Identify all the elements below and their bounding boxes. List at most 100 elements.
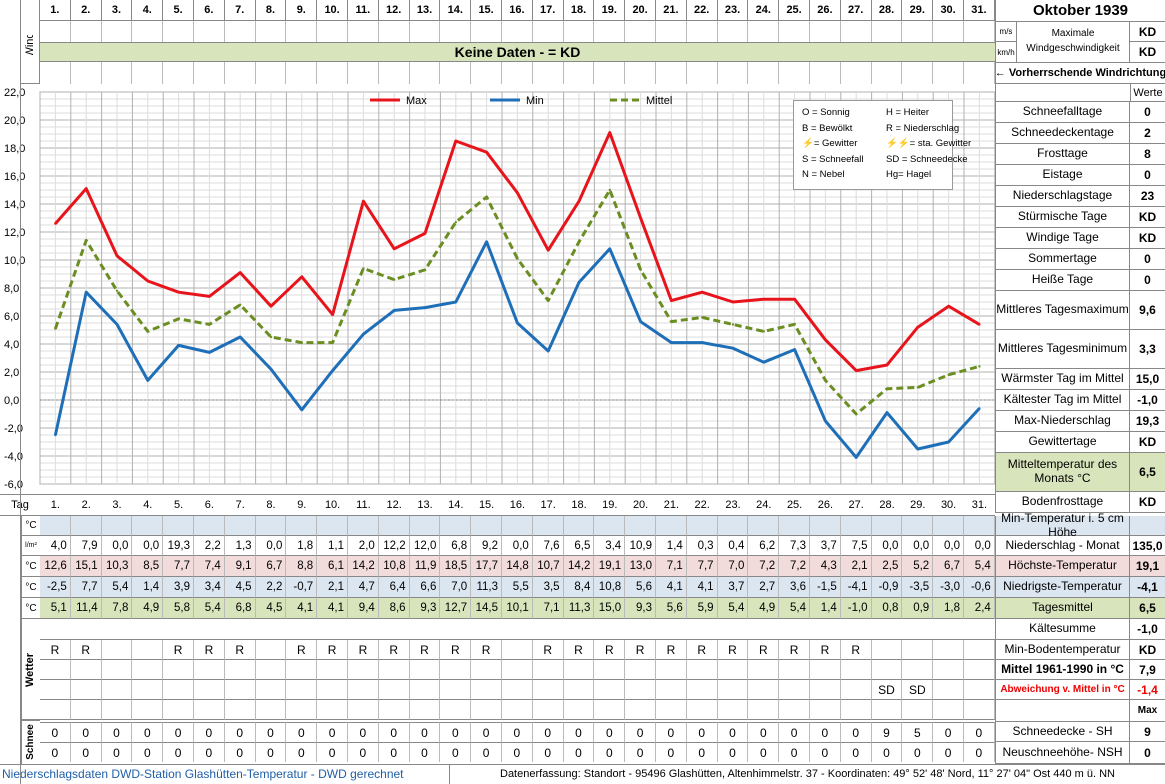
weather-code-cell [656,680,687,700]
legend-code-entry: Hg= Hagel [886,169,932,180]
stat-value: 8 [1144,147,1151,161]
table-cell [810,516,841,536]
legend-code-entry: B = Bewölkt [802,122,853,134]
table-cell [163,516,194,536]
weather-code-cell [101,640,133,660]
data-point-min [115,323,119,326]
snow-cell: 0 [594,742,626,762]
snow-cell: 0 [132,722,164,742]
weather-code-cell: R [686,640,718,660]
data-point-mittel [608,188,611,192]
data-point-max [85,187,88,190]
weather-code-cell [902,640,934,660]
snow-cell: 0 [132,742,164,762]
stat-label: Kältester Tag im Mittel [996,390,1130,410]
summary-row: Min-Temperatur i. 5 cm Höhe [995,511,1165,538]
data-point-mittel [701,316,704,319]
table-cell: 7,3 [779,536,810,556]
table-cell: 7,9 [70,536,102,556]
data-point-mittel [362,267,365,270]
stats-header-row: Werte [995,84,1165,102]
row-unit: °C [21,598,40,619]
table-cell [964,516,995,536]
stat-row: Kältester Tag im Mittel -1,0 [995,390,1165,411]
day-header-cell: 22. [686,0,718,21]
data-point-mittel [423,268,427,271]
weather-code-cell [317,680,348,700]
stat-label: Sommertage [996,249,1130,269]
table-cell: 14,2 [563,556,595,577]
table-cell: 10,1 [502,598,533,619]
weather-code-cell: R [748,640,780,660]
table-cell: 10,7 [532,556,564,577]
table-cell: 0,0 [101,536,133,556]
snow-cell: 5 [902,722,934,742]
table-cell: 5,4 [779,598,810,619]
y-tick-label: 2,0 [4,367,19,379]
weather-code-cell [440,660,472,680]
data-point-min [54,433,57,437]
table-cell: 1,8 [933,598,964,619]
table-cell: 4,3 [810,556,841,577]
stat-row: Schneedeckentage 2 [995,123,1165,144]
table-cell: 7,1 [532,598,564,619]
data-point-mittel [793,323,796,326]
weather-code-cell [717,680,749,700]
snow-cell: 0 [101,722,133,742]
weather-code-cell [255,660,287,680]
weather-code-cell [163,680,194,700]
y-tick-label: 6,0 [4,311,19,323]
data-point-min [885,411,889,414]
snow-cell: 0 [779,742,810,762]
day-header-cell: 16. [502,0,533,21]
legend-code-entry: S = Schneefall [802,153,864,165]
table-cell: 4,1 [286,598,318,619]
data-point-max [54,222,57,225]
table-cell: 11,9 [409,556,441,577]
data-point-max [239,271,242,274]
weather-code-cell [132,680,164,700]
day-header-cell: 13. [409,494,441,516]
day-header-cell: 7. [224,494,256,516]
summary-value: KD [1138,642,1157,657]
table-cell [101,516,133,536]
table-cell: 7,2 [748,556,780,577]
weather-code-cell [563,660,595,680]
table-cell: -0,9 [871,577,903,598]
legend-code-entry: ⚡⚡= sta. Gewitter [886,138,972,149]
table-cell: 12,7 [440,598,472,619]
data-point-min [269,368,273,371]
data-point-max [362,200,365,203]
stat-value: KD [1138,435,1157,449]
y-tick-label: -6,0 [4,479,23,491]
table-cell: 14,2 [348,556,379,577]
table-cell [70,516,102,536]
day-header-cell: 2. [70,494,102,516]
stat-row: Bodenfrosttage KD [995,492,1165,513]
data-point-max [454,139,457,143]
legend-code-entry: SD = Schneedecke [886,153,968,165]
table-cell: 2,1 [317,577,348,598]
snow-cell: 0 [286,742,318,762]
snow-cell: 0 [163,722,194,742]
table-cell: 3,7 [810,536,841,556]
summary-value: 9 [1144,724,1151,739]
summary-row: Abweichung v. Mittel in °C -1,4 [995,680,1165,700]
summary-label: Niederschlag - Monat [996,536,1130,555]
table-cell: 0,0 [502,536,533,556]
table-cell: 6,7 [933,556,964,577]
snow-cell: 0 [717,722,749,742]
table-cell: -0,6 [964,577,995,598]
stat-value: 0 [1144,252,1151,266]
data-point-max [885,363,889,367]
weather-code-cell [132,660,164,680]
day-header-cell: 5. [163,494,194,516]
table-cell: 9,3 [409,598,441,619]
data-point-max [762,298,765,301]
table-cell [779,516,810,536]
summary-row: Niedrigste-Temperatur -4,1 [995,577,1165,598]
weather-code-cell: R [317,640,348,660]
table-cell [286,516,318,536]
summary-row: Höchste-Temperatur 19,1 [995,556,1165,577]
weather-code-legend: O = Sonnig H = Heiter B = Bewölkt R = Niede… [793,100,971,190]
